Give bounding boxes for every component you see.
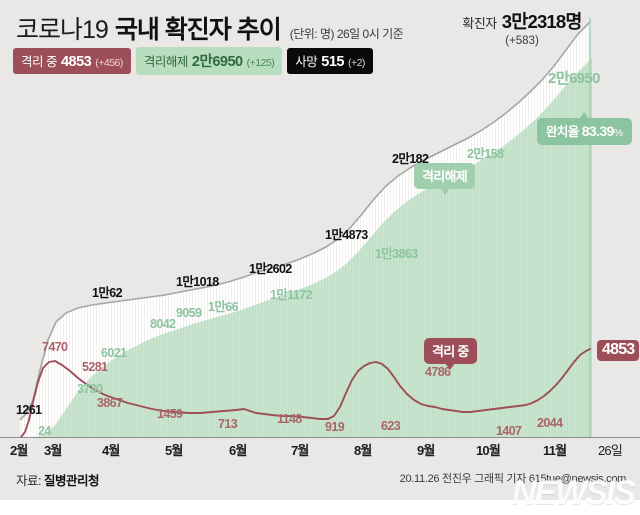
- total-confirmed-block: 확진자 3만2318명 (+583): [452, 8, 592, 47]
- label-confirmed-10062: 1만62: [92, 286, 123, 300]
- footer-white-base: [0, 500, 640, 515]
- label-confirmed-12602: 1만2602: [249, 262, 292, 276]
- page-title: 코로나19 국내 확진자 추이 (단위: 명) 26일 0시 기준: [16, 10, 404, 46]
- label-isolated-5281: 5281: [82, 360, 108, 374]
- recovery-rate-value: 83.39: [581, 123, 615, 139]
- label-isolated-7470: 7470: [42, 340, 68, 354]
- total-confirmed-line: 확진자 3만2318명: [452, 8, 592, 34]
- header: 코로나19 국내 확진자 추이 (단위: 명) 26일 0시 기준 격리 중 4…: [0, 0, 640, 82]
- label-released-26950: 2만6950: [548, 70, 601, 87]
- label-released-6021: 6021: [101, 346, 127, 360]
- total-confirmed-delta: (+583): [505, 35, 539, 47]
- badge-delta-released: (+125): [246, 57, 275, 69]
- label-confirmed-1261: 1261: [16, 403, 42, 417]
- label-isolated-713: 713: [218, 417, 238, 431]
- x-axis-rule: [0, 437, 640, 438]
- label-confirmed-11018: 1만1018: [176, 275, 219, 289]
- badge-value-isolated: 4853: [60, 54, 92, 70]
- isolated-callout-label: 격리 중: [432, 344, 469, 359]
- x-tick-feb: 2월: [10, 443, 28, 458]
- label-released-20158-text: 2만158: [467, 147, 504, 161]
- source-value: 질병관리청: [43, 474, 100, 488]
- label-isolated-919: 919: [325, 420, 345, 434]
- credit-note: 20.11.26 전진우 그래픽 기자 615tue@newsis.com: [399, 473, 627, 485]
- recovery-rate-pill: 완치율 83.39%: [537, 112, 632, 145]
- label-confirmed-20182: 2만182: [392, 152, 429, 166]
- label-released-20158: 2만158: [467, 147, 504, 161]
- x-tick-oct: 10월: [476, 443, 501, 458]
- badge-label-death: 사망: [295, 55, 318, 69]
- label-isolated-623: 623: [381, 419, 401, 433]
- label-isolated-1407: 1407: [496, 424, 522, 438]
- title-main: 국내 확진자 추이: [114, 16, 282, 44]
- source-label: 자료:: [16, 474, 41, 488]
- pill-tail-icon: [579, 112, 590, 119]
- isolated-callout: 격리 중: [424, 338, 477, 370]
- title-unit-note: (단위: 명) 26일 0시 기준: [289, 27, 404, 41]
- label-released-24: 24: [38, 424, 51, 438]
- total-confirmed-value: 3만2318명: [501, 11, 583, 32]
- callout-tail-icon: [439, 188, 450, 195]
- badge-label-released: 격리해제: [143, 55, 189, 69]
- x-tick-jul: 7월: [291, 443, 309, 458]
- status-badge-released[interactable]: 격리해제 2만6950 (+125): [135, 47, 283, 75]
- x-tick-nov: 11월: [543, 443, 567, 458]
- badge-value-released: 2만6950: [191, 54, 243, 70]
- callout-tail-icon: [445, 363, 456, 370]
- label-isolated-1459: 1459: [157, 407, 183, 421]
- x-tick-jun: 6월: [229, 443, 247, 458]
- x-tick-sep: 9월: [417, 443, 435, 458]
- x-tick-today: 26일: [598, 443, 623, 458]
- status-badge-death[interactable]: 사망 515 (+2): [287, 48, 373, 74]
- label-confirmed-14873: 1만4873: [325, 228, 368, 242]
- total-confirmed-label: 확진자: [462, 16, 497, 31]
- recovery-rate-label: 완치율: [546, 125, 579, 139]
- recovery-rate-percent: %: [613, 127, 623, 139]
- released-callout: 격리해제: [414, 163, 476, 195]
- x-axis: 2월 3월 4월 5월 6월 7월 8월 9월 10월 11월 26일: [0, 440, 640, 464]
- released-callout-label: 격리해제: [422, 169, 468, 184]
- label-released-3730: 3730: [77, 382, 103, 396]
- badge-label-isolated: 격리 중: [21, 55, 57, 69]
- status-badge-isolated[interactable]: 격리 중 4853 (+456): [13, 48, 131, 74]
- summary-badges: 격리 중 4853 (+456) 격리해제 2만6950 (+125) 사망 5…: [13, 47, 373, 75]
- label-released-8042: 8042: [150, 317, 176, 331]
- confirmed-cap-line: [19, 21, 591, 421]
- isolated-line: [20, 348, 591, 437]
- label-released-13863: 1만3863: [375, 247, 418, 261]
- label-released-11172: 1만1172: [270, 288, 313, 302]
- label-isolated-3867: 3867: [97, 396, 123, 410]
- badge-delta-isolated: (+456): [95, 57, 123, 69]
- badge-delta-death: (+2): [347, 57, 365, 69]
- label-isolated-4786: 4786: [425, 365, 451, 379]
- title-prefix: 코로나19: [16, 16, 109, 44]
- source-note: 자료: 질병관리청: [16, 470, 99, 489]
- badge-value-death: 515: [321, 54, 344, 70]
- x-tick-apr: 4월: [102, 443, 120, 458]
- x-tick-aug: 8월: [354, 443, 372, 458]
- x-tick-may: 5월: [165, 443, 183, 458]
- label-isolated-1148: 1148: [277, 412, 302, 426]
- isolated-end-value-badge: 4853: [597, 340, 640, 361]
- label-released-9059: 9059: [176, 306, 202, 320]
- label-isolated-2044: 2044: [537, 416, 563, 430]
- label-released-10066: 1만66: [208, 300, 239, 314]
- x-tick-mar: 3월: [44, 443, 62, 458]
